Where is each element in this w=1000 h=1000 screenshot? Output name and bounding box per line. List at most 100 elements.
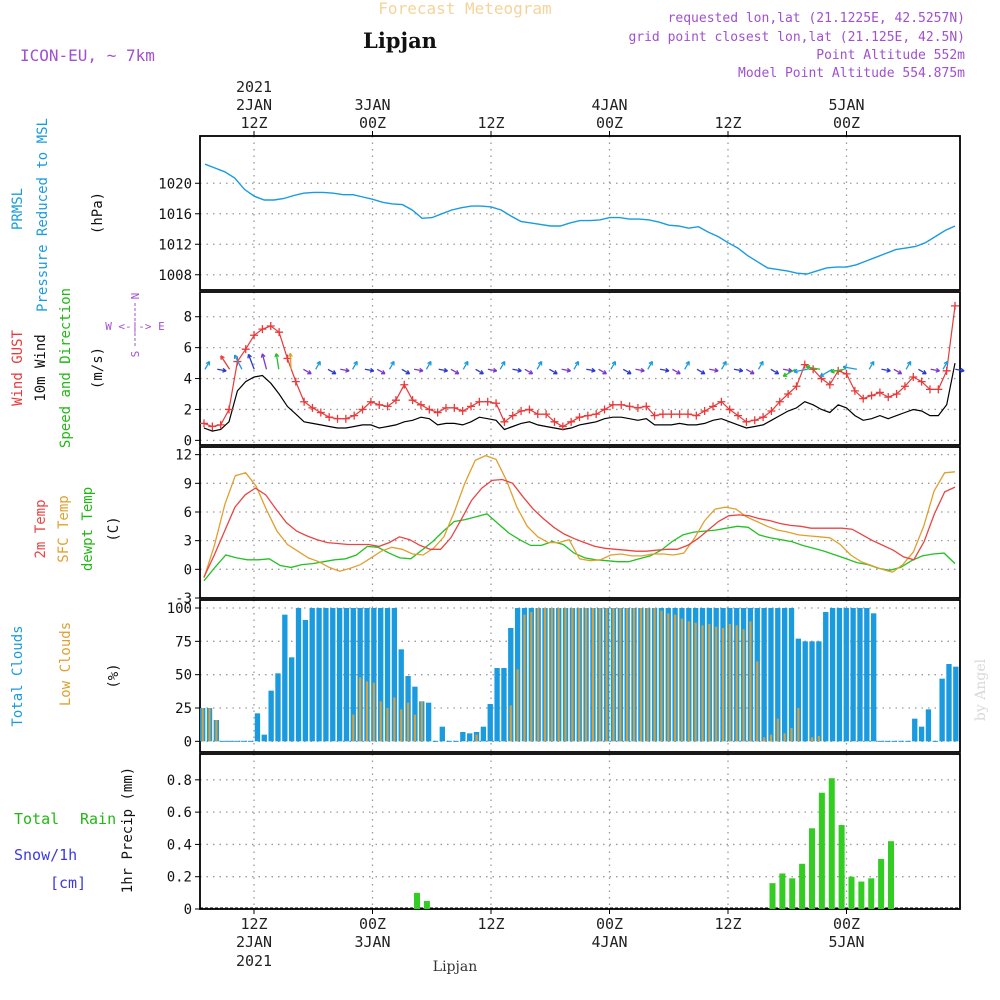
gust-marker — [375, 400, 384, 409]
clouds-unit: (%) — [106, 663, 122, 688]
wind-arrow-head — [427, 360, 432, 366]
gust-marker — [650, 411, 659, 420]
wind-arrow-head — [233, 354, 239, 360]
gust-marker — [400, 380, 409, 389]
gust-marker — [717, 397, 726, 406]
wind-direction-arrow — [881, 368, 891, 372]
wind-direction-arrow — [770, 368, 779, 375]
wind-arrow-head — [287, 352, 293, 358]
low-clouds-label: Low Clouds — [58, 622, 74, 706]
wind-arrow-head — [819, 372, 825, 377]
total-cloud-bar — [946, 664, 952, 742]
footer-location: Lipjan — [433, 959, 477, 975]
low-cloud-bar — [742, 629, 745, 742]
total-cloud-bar — [870, 613, 877, 742]
rain-bar — [888, 841, 894, 909]
low-cloud-bar — [776, 718, 779, 742]
gust-marker — [750, 416, 759, 425]
gust-marker — [800, 360, 809, 369]
wind-direction-arrow — [918, 368, 927, 375]
wind-direction-arrow — [303, 368, 312, 375]
wind-arrow-head — [316, 360, 321, 366]
wind-arrow-head — [842, 364, 848, 370]
gust-label: Wind GUST — [10, 330, 26, 406]
gust-marker — [892, 390, 901, 398]
gust-marker — [850, 386, 859, 395]
total-cloud-bar — [857, 608, 863, 742]
wind-direction-arrow — [512, 368, 522, 372]
y-tick-label: 0 — [184, 902, 192, 918]
total-cloud-bar — [775, 608, 781, 742]
low-cloud-bar — [208, 708, 211, 742]
y-tick-label: 0.8 — [167, 773, 192, 789]
gust-marker — [500, 417, 509, 426]
gust-marker — [608, 400, 617, 409]
gust-marker — [508, 411, 517, 420]
gust-marker — [250, 331, 259, 340]
panel-frame — [199, 291, 961, 446]
y-tick-label: 1016 — [158, 207, 192, 223]
bottom-hour-label: 00Z — [833, 915, 860, 933]
low-cloud-bar — [215, 720, 218, 742]
total-cloud-bar — [254, 713, 261, 742]
total-cloud-bar — [384, 608, 391, 742]
wind-direction-arrow — [536, 361, 543, 370]
gust-marker — [592, 410, 601, 419]
low-cloud-bar — [660, 610, 663, 742]
low-cloud-bar — [393, 697, 396, 742]
wind-direction-arrow — [610, 361, 616, 370]
low-cloud-bar — [810, 737, 814, 742]
low-cloud-bar — [817, 736, 820, 742]
wind-arrow-head — [260, 353, 266, 358]
y-tick-label: 25 — [175, 701, 192, 717]
wind-direction-arrow — [942, 361, 949, 370]
product-title: Forecast Meteogram — [378, 0, 551, 18]
prmsl-desc-label: Pressure Reduced to MSL — [35, 118, 51, 312]
dewpt-line — [203, 513, 956, 582]
wind-direction-arrow — [684, 361, 690, 370]
bottom-hour-label: 12Z — [714, 915, 741, 933]
gust-marker — [675, 410, 684, 419]
gust-marker — [792, 382, 801, 391]
total-cloud-bar — [439, 726, 445, 742]
wind-direction-arrow — [289, 353, 292, 370]
wind-direction-arrow — [793, 368, 808, 373]
gust-marker — [875, 388, 884, 397]
wind-direction-arrow — [524, 368, 533, 375]
low-cloud-bar — [797, 708, 800, 742]
wind-direction-arrow — [819, 368, 833, 377]
wind-direction-arrow — [549, 368, 558, 375]
top-date-label: 2JAN — [236, 96, 272, 114]
low-cloud-bar — [407, 702, 410, 742]
gust-marker — [934, 385, 943, 394]
total-cloud-bar — [487, 704, 493, 742]
gust-marker — [300, 397, 309, 406]
y-tick-label: 6 — [184, 341, 192, 357]
wind-arrow-head — [664, 367, 670, 373]
total-cloud-bar — [268, 690, 274, 742]
gust-line — [203, 305, 956, 428]
gust-marker — [734, 411, 743, 420]
gust-marker — [358, 405, 367, 414]
wind-arrow-head — [454, 370, 460, 375]
rain-bar — [858, 881, 865, 909]
wind-arrow-head — [517, 367, 522, 373]
bottom-year-label: 2021 — [236, 952, 272, 970]
panel-frame — [199, 753, 961, 910]
rain-bar — [414, 892, 420, 909]
top-hour-label: 12Z — [477, 114, 504, 132]
y-tick-label: 1008 — [158, 268, 192, 284]
compass-s: S — [129, 351, 142, 358]
total-cloud-bar — [809, 641, 815, 742]
gust-marker — [951, 301, 959, 310]
panel-frame — [199, 446, 961, 599]
wind-arrow-head — [307, 370, 312, 375]
wind-direction-arrow — [905, 361, 912, 370]
precip-unit: 1hr Precip (mm) — [120, 767, 136, 893]
top-hour-label: 00Z — [359, 114, 386, 132]
compass-n: N — [129, 293, 142, 300]
total-cloud-bar — [480, 726, 487, 742]
gust-marker — [341, 414, 350, 423]
gust-marker — [542, 410, 551, 419]
